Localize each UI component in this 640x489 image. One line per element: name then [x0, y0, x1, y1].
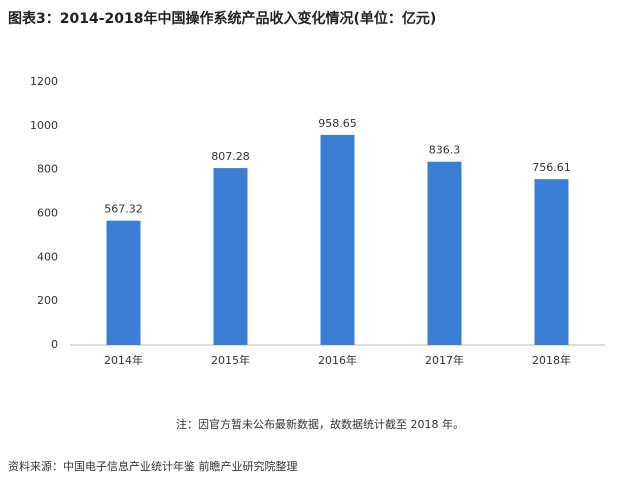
- bar: [106, 220, 141, 345]
- bar: [320, 134, 355, 345]
- y-tick-label: 200: [37, 294, 58, 307]
- x-tick-label: 2017年: [425, 353, 464, 367]
- bar: [534, 179, 569, 345]
- x-tick-label: 2016年: [318, 353, 357, 367]
- bar: [427, 161, 462, 345]
- y-tick-label: 0: [51, 338, 58, 351]
- value-label: 958.65: [318, 117, 357, 130]
- bar: [213, 168, 248, 345]
- x-tick-label: 2015年: [211, 353, 250, 367]
- y-tick-label: 600: [37, 207, 58, 220]
- y-tick-label: 800: [37, 163, 58, 176]
- y-tick-label: 1200: [30, 75, 58, 88]
- chart-source: 资料来源：中国电子信息产业统计年鉴 前瞻产业研究院整理: [8, 459, 298, 473]
- value-label: 756.61: [532, 161, 571, 174]
- y-tick-label: 400: [37, 250, 58, 263]
- value-label: 836.3: [429, 144, 461, 157]
- value-label: 567.32: [104, 203, 143, 216]
- x-tick-label: 2018年: [532, 353, 571, 367]
- x-tick-label: 2014年: [104, 353, 143, 367]
- chart-note: 注：因官方暂未公布最新数据，故数据统计截至 2018 年。: [176, 417, 464, 431]
- value-label: 807.28: [211, 150, 250, 163]
- chart-title: 图表3：2014-2018年中国操作系统产品收入变化情况(单位：亿元): [8, 10, 436, 27]
- y-tick-label: 1000: [30, 119, 58, 132]
